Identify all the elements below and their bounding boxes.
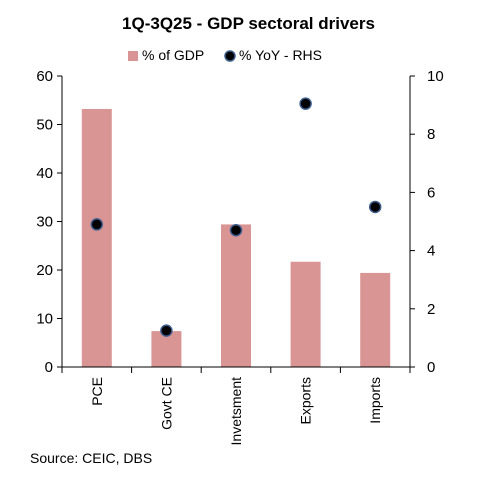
- bar-exports: [290, 261, 321, 367]
- left-tick-label: 0: [45, 359, 53, 376]
- legend-label-bar: % of GDP: [142, 47, 204, 63]
- category-label: Exports: [298, 377, 314, 424]
- left-tick-label: 10: [36, 311, 53, 328]
- point-invetsment: [229, 223, 243, 237]
- scatter-series: [90, 97, 382, 337]
- legend-label-point: % YoY - RHS: [239, 47, 322, 63]
- category-label: PCE: [89, 377, 105, 406]
- legend: % of GDP % YoY - RHS: [128, 47, 322, 63]
- left-tick-label: 20: [36, 262, 53, 279]
- point-govt-ce: [160, 324, 173, 337]
- chart-title: 1Q-3Q25 - GDP sectoral drivers: [122, 14, 375, 33]
- bar-pce: [81, 108, 112, 367]
- bar-govt-ce: [151, 331, 182, 367]
- x-axis: PCE Govt CE Invetsment Exports Imports: [61, 366, 411, 446]
- right-tick-label: 10: [427, 68, 444, 85]
- category-label: Govt CE: [158, 377, 174, 430]
- left-tick-label: 30: [36, 214, 53, 231]
- right-axis: 0 2 4 6 8 10: [409, 68, 444, 376]
- left-tick-label: 40: [36, 165, 53, 182]
- right-tick-label: 2: [427, 301, 435, 318]
- right-tick-label: 0: [427, 359, 435, 376]
- point-exports: [299, 97, 312, 110]
- left-tick-label: 60: [36, 68, 53, 85]
- category-label: Invetsment: [228, 377, 244, 446]
- right-tick-label: 8: [427, 126, 435, 143]
- left-axis: 0 10 20 30 40 50 60: [36, 68, 63, 376]
- bar-imports: [360, 272, 391, 367]
- left-tick-label: 50: [36, 117, 53, 134]
- right-tick-label: 4: [427, 243, 435, 260]
- right-tick-label: 6: [427, 184, 435, 201]
- point-imports: [368, 200, 382, 214]
- category-label: Imports: [367, 377, 383, 424]
- legend-swatch-point: [224, 50, 236, 62]
- bar-invetsment: [221, 224, 251, 367]
- legend-swatch-bar: [128, 51, 138, 61]
- bar-series: [81, 108, 391, 367]
- source-note: Source: CEIC, DBS: [30, 450, 153, 466]
- point-pce: [90, 218, 104, 231]
